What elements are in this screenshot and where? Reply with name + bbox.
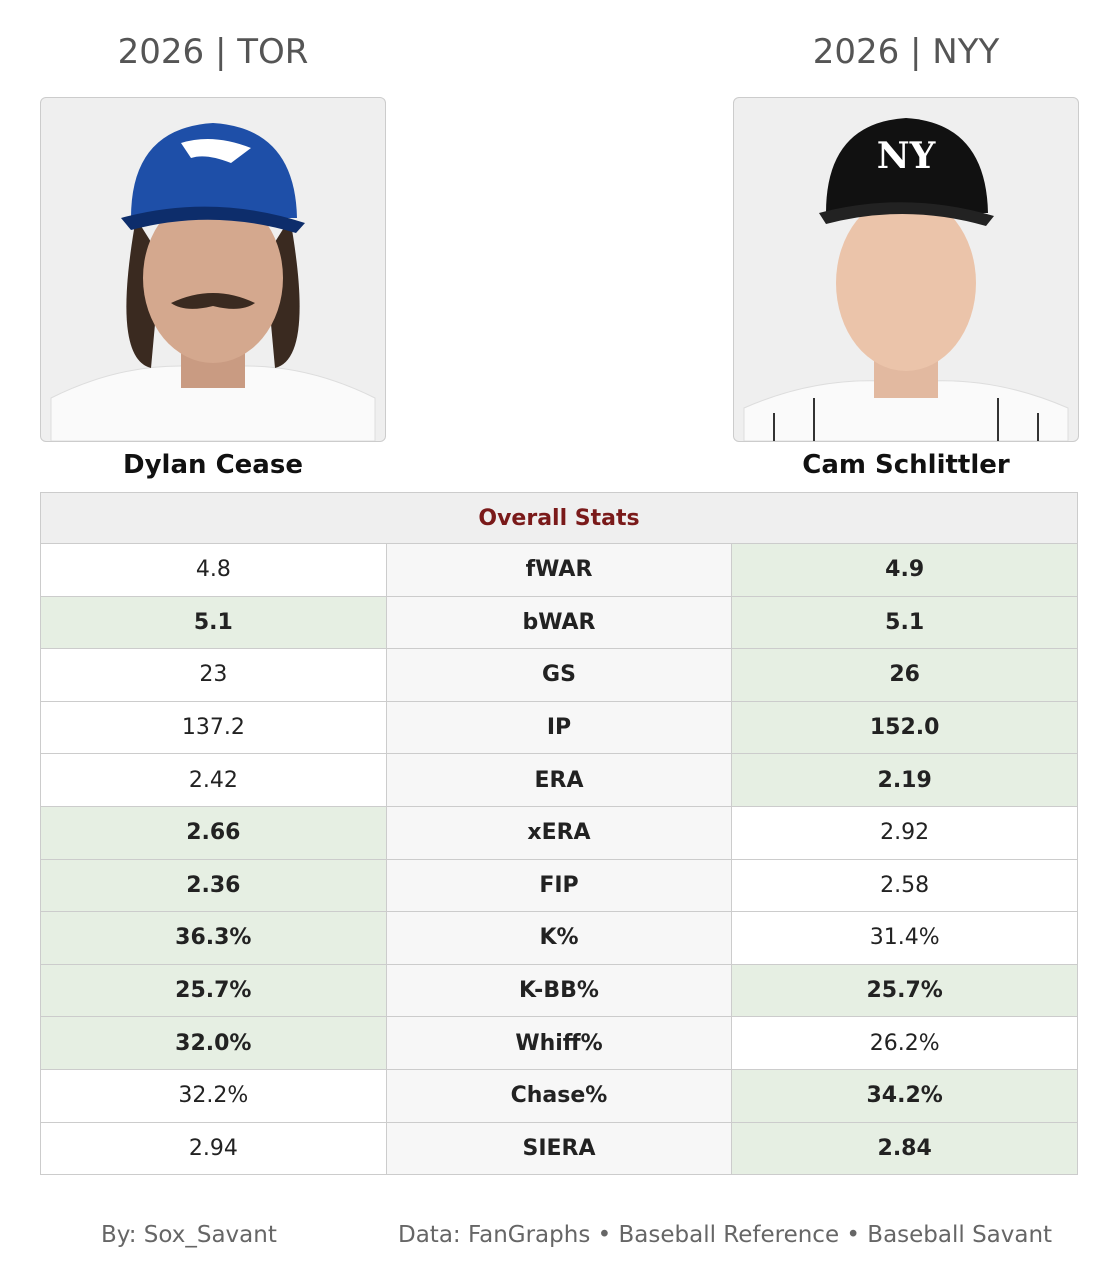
stat-value: 2.66 xyxy=(40,805,387,860)
stat-value: 2.36 xyxy=(40,858,387,913)
player-name: Dylan Cease xyxy=(123,450,303,480)
stat-value: 2.19 xyxy=(731,753,1078,807)
stat-row: 2.66 xERA 2.92 xyxy=(40,805,1078,860)
stats-table: Overall Stats 4.8 fWAR 4.9 5.1 bWAR 5.1 23 GS 26… xyxy=(40,492,1078,1176)
stat-value: 2.92 xyxy=(731,805,1078,860)
stat-value: 2.58 xyxy=(731,858,1078,913)
stat-value: 34.2% xyxy=(731,1068,1078,1123)
stat-row: 32.2% Chase% 34.2% xyxy=(40,1068,1078,1123)
table-body: Overall Stats 4.8 fWAR 4.9 5.1 bWAR 5.1 23 GS 26… xyxy=(40,492,1078,1176)
player-photo xyxy=(40,97,386,442)
stat-value: 32.0% xyxy=(40,1016,387,1070)
stat-row: 32.0% Whiff% 26.2% xyxy=(40,1016,1078,1070)
stat-name: xERA xyxy=(385,805,733,860)
stat-name: fWAR xyxy=(385,543,733,597)
stat-name: GS xyxy=(385,648,733,702)
stat-row: 137.2 IP 152.0 xyxy=(40,700,1078,755)
stat-row: 5.1 bWAR 5.1 xyxy=(40,595,1078,650)
stat-name: ERA xyxy=(385,753,733,807)
stat-row: 2.94 SIERA 2.84 xyxy=(40,1121,1078,1176)
stat-row: 2.42 ERA 2.19 xyxy=(40,753,1078,807)
stat-value: 25.7% xyxy=(731,963,1078,1018)
stat-name: SIERA xyxy=(385,1121,733,1176)
stat-row: 36.3% K% 31.4% xyxy=(40,911,1078,965)
stat-value: 26.2% xyxy=(731,1016,1078,1070)
stat-value: 31.4% xyxy=(731,911,1078,965)
svg-text:NY: NY xyxy=(877,135,937,177)
title-row: Overall Stats xyxy=(40,492,1078,544)
stat-name: IP xyxy=(385,700,733,755)
stat-value: 4.8 xyxy=(40,543,387,597)
stat-name: K-BB% xyxy=(385,963,733,1018)
stat-value: 26 xyxy=(731,648,1078,702)
headshot: NY xyxy=(743,118,1069,441)
stat-row: 4.8 fWAR 4.9 xyxy=(40,543,1078,597)
stat-value: 152.0 xyxy=(731,700,1078,755)
stat-value: 137.2 xyxy=(40,700,387,755)
stat-name: Whiff% xyxy=(385,1016,733,1070)
stat-value: 2.84 xyxy=(731,1121,1078,1176)
team-header: 2026 | TOR xyxy=(117,32,309,72)
stat-row: 25.7% K-BB% 25.7% xyxy=(40,963,1078,1018)
table-title: Overall Stats xyxy=(40,492,1078,544)
stat-value: 4.9 xyxy=(731,543,1078,597)
stat-name: Chase% xyxy=(385,1068,733,1123)
stat-value: 23 xyxy=(40,648,387,702)
stat-value: 25.7% xyxy=(40,963,387,1018)
headshot xyxy=(50,123,376,441)
stat-value: 5.1 xyxy=(40,595,387,650)
player-photo: NY xyxy=(733,97,1079,442)
stat-value: 2.94 xyxy=(40,1121,387,1176)
team-header: 2026 | NYY xyxy=(812,32,1000,72)
credit: By: Sox_Savant xyxy=(101,1222,277,1248)
stat-value: 5.1 xyxy=(731,595,1078,650)
sources: Data: FanGraphs • Baseball Reference • B… xyxy=(398,1222,1053,1248)
player-name: Cam Schlittler xyxy=(802,450,1010,480)
stat-value: 2.42 xyxy=(40,753,387,807)
stat-name: K% xyxy=(385,911,733,965)
stat-value: 32.2% xyxy=(40,1068,387,1123)
stat-value: 36.3% xyxy=(40,911,387,965)
stat-name: bWAR xyxy=(385,595,733,650)
stat-name: FIP xyxy=(385,858,733,913)
stat-row: 2.36 FIP 2.58 xyxy=(40,858,1078,913)
stat-row: 23 GS 26 xyxy=(40,648,1078,702)
